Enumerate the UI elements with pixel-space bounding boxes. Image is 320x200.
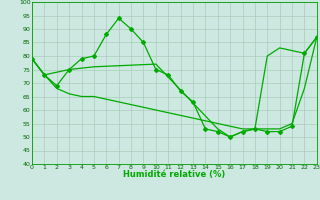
X-axis label: Humidité relative (%): Humidité relative (%) (123, 170, 226, 179)
